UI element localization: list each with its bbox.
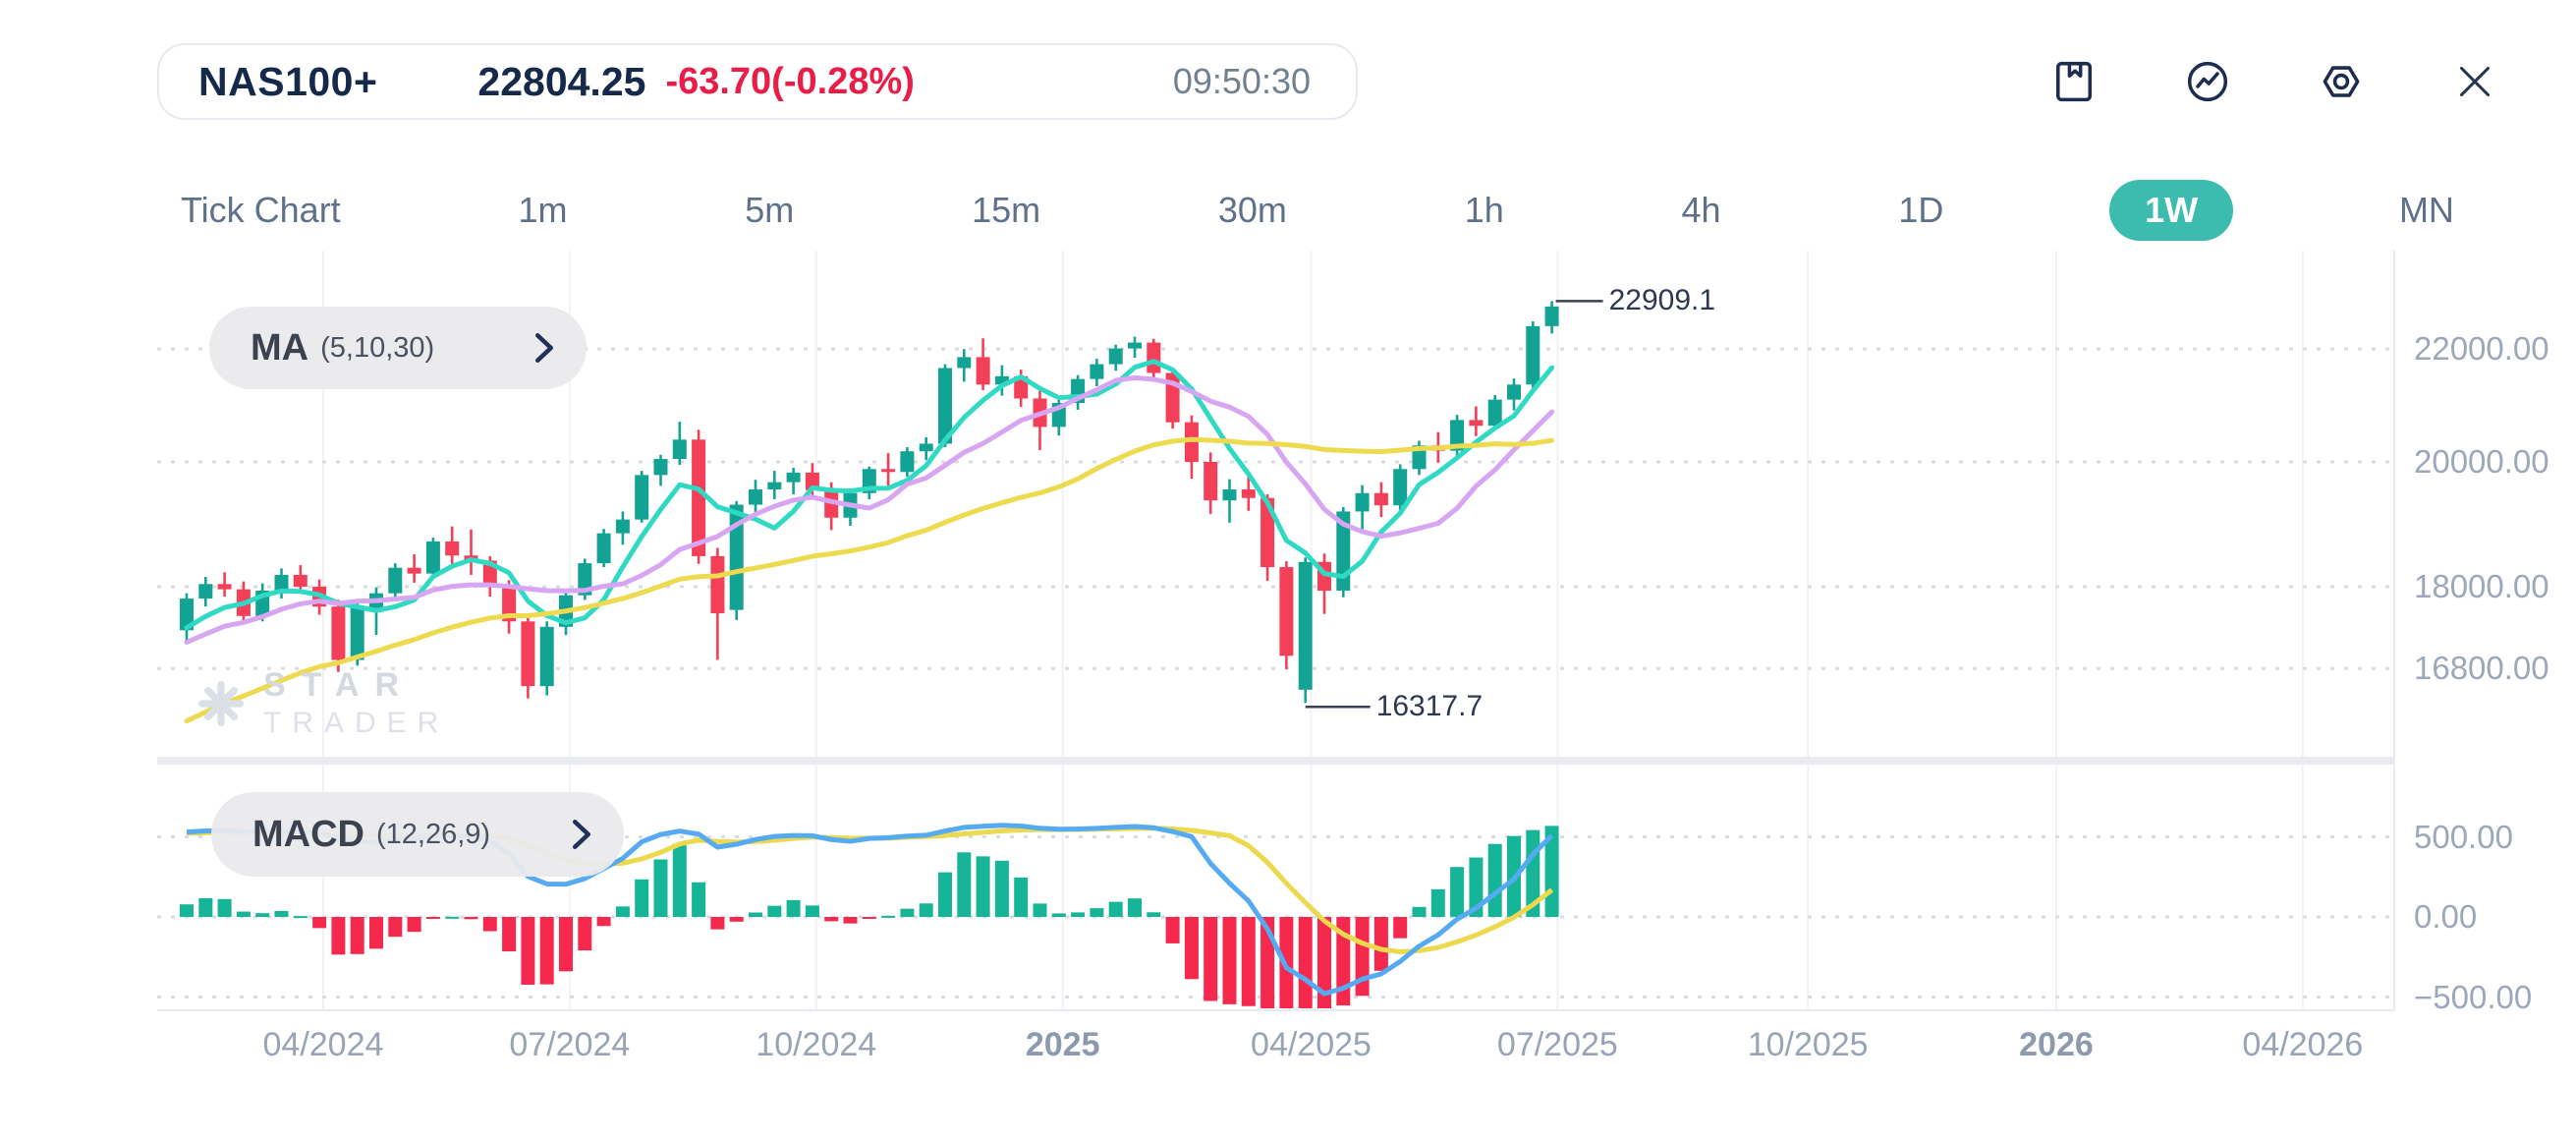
ma-label: MA: [251, 326, 309, 369]
time-tick-label: 07/2024: [509, 1026, 631, 1063]
time-tick-label: 04/2025: [1251, 1026, 1372, 1063]
low-price-annotation: 16317.7: [1375, 690, 1484, 723]
time-tick-label: 04/2026: [2242, 1026, 2364, 1063]
price-annotations: [1305, 300, 1603, 709]
symbol-header-pill[interactable]: NAS100+ 22804.25 -63.70(-0.28%) 09:50:30: [157, 43, 1358, 120]
tab-1h[interactable]: 1h: [1464, 190, 1504, 230]
tab-4h[interactable]: 4h: [1681, 190, 1721, 230]
tab-15m[interactable]: 15m: [972, 190, 1041, 230]
high-price-annotation: 22909.1: [1608, 284, 1716, 317]
ma5-line: [184, 359, 1555, 631]
close-button[interactable]: [2450, 57, 2499, 106]
ma30-line: [184, 436, 1555, 724]
ma10-line: [184, 374, 1555, 645]
macd-params: (12,26,9): [375, 818, 491, 850]
price-tick-label: 22000.00: [2414, 330, 2549, 368]
tab-tick-chart[interactable]: Tick Chart: [181, 190, 341, 230]
time-tick-label: 10/2024: [756, 1026, 877, 1063]
price-tick-label: 18000.00: [2414, 567, 2549, 604]
macd-tick-label: −500.00: [2414, 978, 2533, 1015]
bookmark-icon: [2055, 61, 2093, 102]
tab-5m[interactable]: 5m: [745, 190, 795, 230]
macd-label: MACD: [252, 813, 364, 855]
macd-tick-label: 500.00: [2414, 818, 2513, 855]
chevron-right-icon: [532, 331, 557, 365]
ma10-line-group: [184, 374, 1555, 645]
macd-indicator-pill[interactable]: MACD (12,26,9): [211, 792, 624, 877]
bookmark-button[interactable]: [2049, 57, 2099, 106]
ma-indicator-pill[interactable]: MA (5,10,30): [209, 307, 587, 389]
price-change: -63.70(-0.28%): [665, 60, 915, 102]
chevron-right-icon: [569, 818, 594, 851]
symbol-name: NAS100+: [198, 58, 378, 104]
close-icon: [2460, 67, 2490, 96]
tab-1w[interactable]: 1W: [2109, 180, 2234, 241]
tab-30m[interactable]: 30m: [1217, 190, 1287, 230]
settings-button[interactable]: [2317, 57, 2366, 106]
trend-circle-icon: [2187, 61, 2228, 102]
ma30-line-group: [184, 436, 1555, 724]
tab-1d[interactable]: 1D: [1898, 190, 1944, 230]
time-tick-label: 10/2025: [1747, 1026, 1869, 1063]
last-price: 22804.25: [477, 58, 646, 104]
ma5-line-group: [184, 359, 1555, 631]
timeframe-tabs: Tick Chart 1m 5m 15m 30m 1h 4h 1D 1W MN: [169, 179, 2466, 242]
tab-1m[interactable]: 1m: [518, 190, 568, 230]
chart-toolbar: [2049, 57, 2499, 106]
time-tick-label: 2025: [1025, 1026, 1100, 1063]
quote-time: 09:50:30: [1172, 61, 1311, 101]
tab-mn[interactable]: MN: [2398, 190, 2454, 230]
price-tick-label: 20000.00: [2414, 443, 2549, 480]
ma-params: (5,10,30): [320, 331, 435, 364]
time-tick-label: 07/2025: [1496, 1026, 1618, 1063]
market-pulse-button[interactable]: [2183, 57, 2232, 106]
price-tick-label: 16800.00: [2414, 650, 2549, 687]
time-tick-label: 04/2024: [262, 1026, 384, 1063]
time-tick-label: 2026: [2019, 1026, 2094, 1063]
gear-icon: [2323, 66, 2360, 97]
macd-histogram: [180, 826, 1559, 1008]
macd-tick-label: 0.00: [2414, 898, 2478, 935]
